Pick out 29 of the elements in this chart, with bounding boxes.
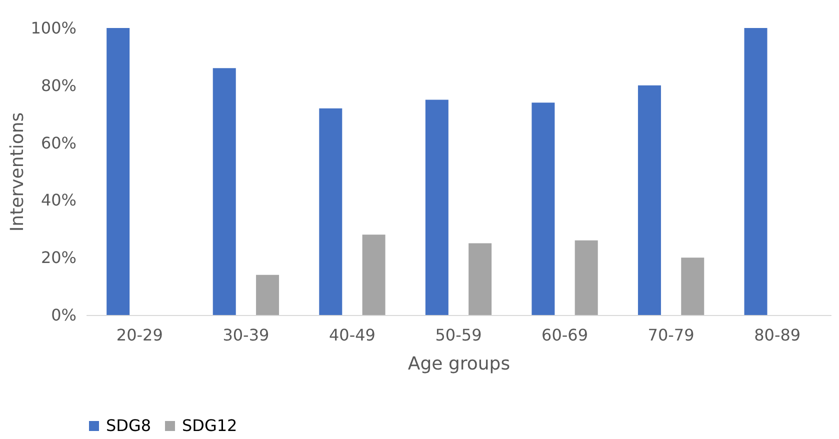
x-tick-label: 50-59 xyxy=(435,326,482,344)
y-tick-label: 0% xyxy=(51,306,76,324)
bar xyxy=(532,102,555,315)
bar xyxy=(212,68,236,315)
bar xyxy=(744,28,768,315)
y-tick-label: 60% xyxy=(40,133,76,152)
x-tick-label: 30-39 xyxy=(222,326,270,344)
x-tick-label: 80-89 xyxy=(754,326,801,344)
bar xyxy=(468,243,492,315)
bar xyxy=(256,274,280,315)
y-tick-label: 20% xyxy=(40,248,76,268)
y-axis-title: Interventions xyxy=(6,112,28,232)
x-tick-label: 40-49 xyxy=(328,326,376,344)
bar xyxy=(319,108,342,315)
legend-label: SDG12 xyxy=(182,416,238,435)
x-tick-label: 60-69 xyxy=(542,326,588,344)
x-axis-title: Age groups xyxy=(408,354,510,374)
bar xyxy=(106,28,130,315)
bar xyxy=(638,85,661,315)
bar xyxy=(681,258,704,315)
bar xyxy=(425,100,448,315)
y-tick-label: 80% xyxy=(40,76,76,95)
x-tick-label: 70-79 xyxy=(648,326,694,344)
bar xyxy=(362,234,386,315)
y-tick-label: 40% xyxy=(40,190,76,210)
legend-label: SDG8 xyxy=(106,416,152,435)
x-tick-label: 20-29 xyxy=(116,326,163,344)
y-tick-label: 100% xyxy=(30,18,76,38)
bar xyxy=(574,240,598,315)
